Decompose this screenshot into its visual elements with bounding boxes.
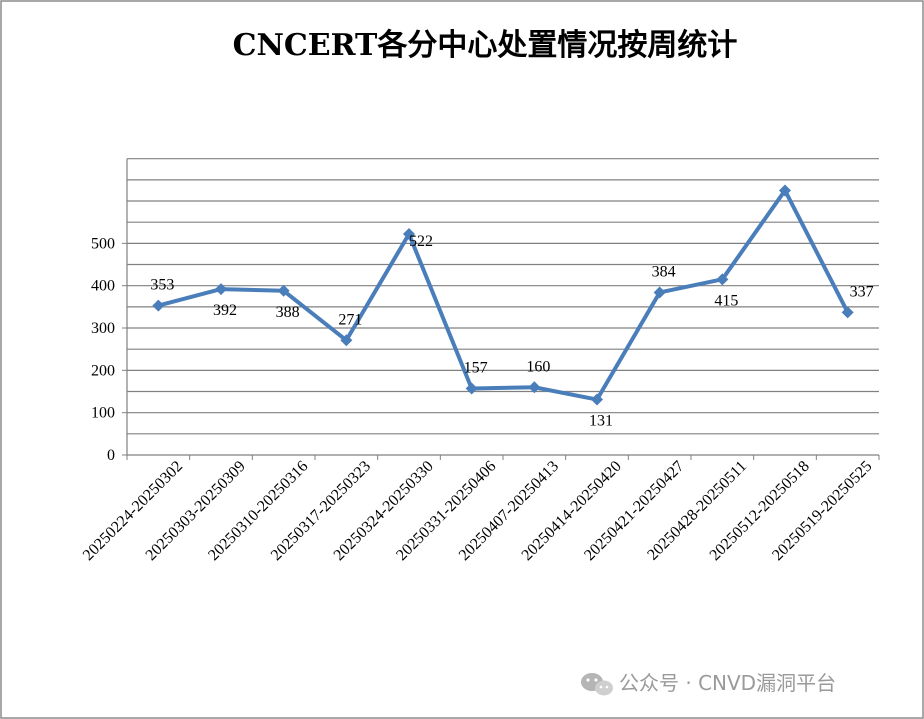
y-tick-label: 500 (91, 235, 115, 252)
data-point (277, 284, 290, 297)
wechat-icon (581, 673, 613, 696)
series (152, 184, 854, 406)
data-label: 160 (526, 358, 550, 375)
data-point (653, 286, 666, 299)
data-labels: 353 392 388 271 522 157 160 131 384 415 337 (150, 233, 873, 430)
data-label: 353 (150, 277, 174, 294)
data-point (528, 381, 541, 394)
series-line (157, 188, 850, 402)
data-label: 337 (850, 283, 874, 300)
watermark: 公众号 · CNVD漏洞平台 (581, 671, 836, 696)
data-point (465, 382, 478, 395)
data-label: 522 (409, 233, 433, 250)
data-label: 157 (464, 360, 488, 377)
y-axis-ticks: 0 100 200 300 400 500 (91, 235, 127, 464)
data-label: 415 (714, 292, 738, 309)
data-point (779, 184, 791, 197)
data-point (403, 228, 415, 241)
gridlines (127, 158, 879, 435)
data-point (716, 273, 729, 286)
y-tick-label: 400 (91, 278, 115, 295)
data-point (152, 299, 165, 312)
data-label: 384 (652, 263, 676, 280)
y-tick-label: 300 (91, 320, 115, 337)
data-point (841, 306, 854, 319)
data-label: 271 (338, 311, 362, 328)
y-tick-label: 0 (107, 447, 115, 464)
chart-title: CNCERT各分中心处置情况按周统计 (233, 28, 738, 63)
y-tick-label: 100 (91, 405, 115, 422)
data-point (340, 334, 353, 347)
data-point (591, 393, 603, 406)
data-label: 388 (276, 304, 300, 321)
data-label: 131 (589, 413, 613, 430)
watermark-text: 公众号 · CNVD漏洞平台 (619, 671, 836, 695)
data-label: 392 (213, 302, 237, 319)
y-tick-label: 200 (91, 362, 115, 379)
data-point (215, 283, 227, 296)
